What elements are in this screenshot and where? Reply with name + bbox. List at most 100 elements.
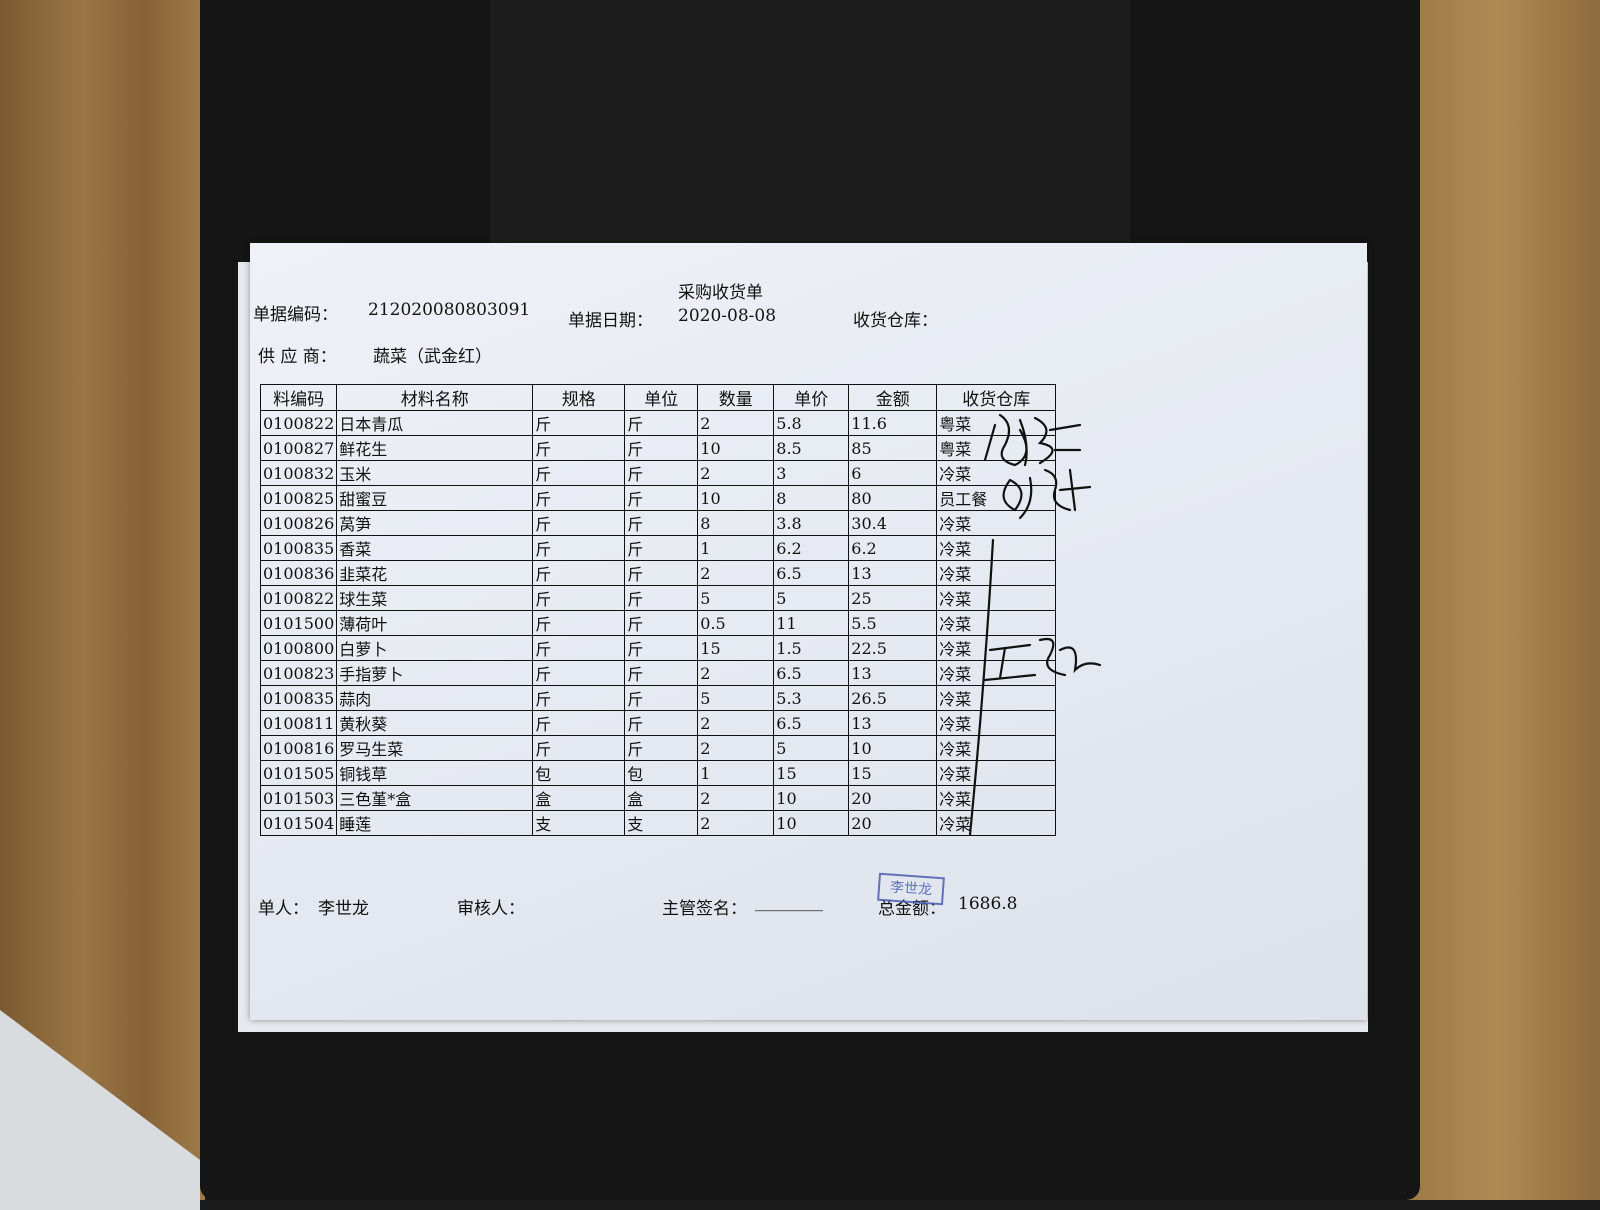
table-row: 0100836 韭菜花斤斤 2 6.5 13 冷菜 xyxy=(259,560,1057,586)
cell-price: 15 xyxy=(773,760,850,786)
total-amount: 1686.8 xyxy=(958,894,1018,914)
date-label: 单据日期： xyxy=(568,311,653,331)
table-row: 0100823 手指萝卜斤斤 2 6.5 13 冷菜 xyxy=(259,660,1057,686)
cell-qty: 8 xyxy=(697,510,775,536)
cell-amount: 15 xyxy=(848,760,938,786)
cell-code: 0101503 xyxy=(259,785,338,811)
header-price: 单价 xyxy=(773,384,850,411)
cell-qty: 1 xyxy=(697,760,775,786)
cell-code: 0100827 xyxy=(259,435,338,461)
cell-name: 睡莲 xyxy=(336,810,534,836)
supplier: 蔬菜（武金红） xyxy=(373,347,492,367)
doc-date: 2020-08-08 xyxy=(678,306,777,326)
cell-spec: 斤 xyxy=(532,685,626,711)
cell-name: 日本青瓜 xyxy=(336,410,534,436)
cell-code: 0100816 xyxy=(259,735,338,761)
table-row: 0100816 罗马生菜斤斤 2 5 10 冷菜 xyxy=(259,735,1057,761)
cell-qty: 2 xyxy=(697,410,775,436)
table-row: 0100826 莴笋斤斤 8 3.8 30.4 冷菜 xyxy=(259,510,1057,536)
cell-qty: 2 xyxy=(697,710,775,736)
cell-spec: 包 xyxy=(532,760,626,786)
cell-amount: 25 xyxy=(848,585,938,611)
cell-amount: 20 xyxy=(848,810,938,836)
signature-2 xyxy=(1002,468,1092,520)
cell-code: 0101505 xyxy=(259,760,338,786)
cell-name: 玉米 xyxy=(336,460,534,486)
cell-amount: 13 xyxy=(848,660,938,686)
cell-amount: 30.4 xyxy=(848,510,938,536)
total-label: 总金额： xyxy=(878,899,946,919)
cell-name: 球生菜 xyxy=(336,585,534,611)
cell-amount: 11.6 xyxy=(848,410,938,436)
cell-warehouse: 员工餐 xyxy=(936,485,1057,511)
maker-name: 李世龙 xyxy=(318,899,369,919)
cell-unit: 支 xyxy=(624,810,699,836)
cell-unit: 斤 xyxy=(624,535,699,561)
cell-qty: 5 xyxy=(697,685,775,711)
cell-amount: 10 xyxy=(848,735,938,761)
cell-amount: 26.5 xyxy=(848,685,938,711)
cell-code: 0100835 xyxy=(259,685,338,711)
cell-qty: 2 xyxy=(697,735,775,761)
reviewer-label: 审核人： xyxy=(457,899,525,919)
document-title: 采购收货单 xyxy=(678,283,763,303)
maker-label: 单人： xyxy=(258,899,309,919)
cell-price: 6.5 xyxy=(773,710,850,736)
cell-price: 6.5 xyxy=(773,560,850,586)
cell-code: 0100800 xyxy=(259,635,338,661)
cell-warehouse: 冷菜 xyxy=(936,785,1057,811)
signature-3 xyxy=(983,637,1102,682)
vertical-stroke xyxy=(968,538,995,837)
doc-no-label: 单据编码： xyxy=(253,305,338,325)
cell-name: 莴笋 xyxy=(336,510,534,536)
cell-name: 铜钱草 xyxy=(336,760,534,786)
cell-code: 0100823 xyxy=(259,660,338,686)
cell-unit: 斤 xyxy=(624,485,699,511)
cell-unit: 斤 xyxy=(624,710,699,736)
table-row: 0100822 球生菜斤斤 5 5 25 冷菜 xyxy=(259,585,1057,611)
cell-price: 8.5 xyxy=(773,435,850,461)
cell-warehouse: 冷菜 xyxy=(936,810,1057,836)
cell-warehouse: 冷菜 xyxy=(936,735,1057,761)
table-header-row: 料编码 材料名称 规格 单位 数量 单价 金额 收货仓库 xyxy=(259,384,1057,411)
table-row: 0101505 铜钱草包包 1 15 15 冷菜 xyxy=(259,760,1057,786)
cell-unit: 斤 xyxy=(624,735,699,761)
cell-price: 3 xyxy=(773,460,850,486)
cell-code: 0100835 xyxy=(259,535,338,561)
cell-amount: 20 xyxy=(848,785,938,811)
cell-amount: 85 xyxy=(848,435,938,461)
cell-price: 10 xyxy=(773,785,850,811)
cell-warehouse: 冷菜 xyxy=(936,510,1057,536)
cell-price: 10 xyxy=(773,810,850,836)
items-table: 料编码 材料名称 规格 单位 数量 单价 金额 收货仓库 0100822 日本青瓜斤斤 2 5.8 1… xyxy=(259,384,1057,836)
cell-name: 香菜 xyxy=(336,535,534,561)
cell-unit: 斤 xyxy=(624,410,699,436)
signature-1 xyxy=(983,413,1082,467)
cell-code: 0101504 xyxy=(259,810,338,836)
cell-price: 8 xyxy=(773,485,850,511)
cell-name: 三色堇*盒 xyxy=(336,785,534,811)
cell-name: 罗马生菜 xyxy=(336,735,534,761)
cell-price: 6.2 xyxy=(773,535,850,561)
cell-price: 3.8 xyxy=(773,510,850,536)
cell-spec: 支 xyxy=(532,810,626,836)
cell-unit: 斤 xyxy=(624,585,699,611)
cell-spec: 斤 xyxy=(532,660,626,686)
cell-qty: 1 xyxy=(697,535,775,561)
cell-price: 5 xyxy=(773,735,850,761)
header-qty: 数量 xyxy=(697,384,775,411)
cell-warehouse: 粤菜 xyxy=(936,410,1057,436)
cell-warehouse: 粤菜 xyxy=(936,435,1057,461)
doc-no: 212020080803091 xyxy=(368,300,531,320)
header-unit: 单位 xyxy=(624,384,699,411)
cell-warehouse: 冷菜 xyxy=(936,685,1057,711)
warehouse-label: 收货仓库： xyxy=(853,311,938,331)
table-row: 0101504 睡莲支支 2 10 20 冷菜 xyxy=(259,810,1057,836)
table-row: 0100822 日本青瓜斤斤 2 5.8 11.6 粤菜 xyxy=(259,410,1057,436)
cell-warehouse: 冷菜 xyxy=(936,635,1057,661)
table-row: 0100811 黄秋葵斤斤 2 6.5 13 冷菜 xyxy=(259,710,1057,736)
cell-unit: 斤 xyxy=(624,635,699,661)
cell-spec: 斤 xyxy=(532,710,626,736)
cell-name: 甜蜜豆 xyxy=(336,485,534,511)
